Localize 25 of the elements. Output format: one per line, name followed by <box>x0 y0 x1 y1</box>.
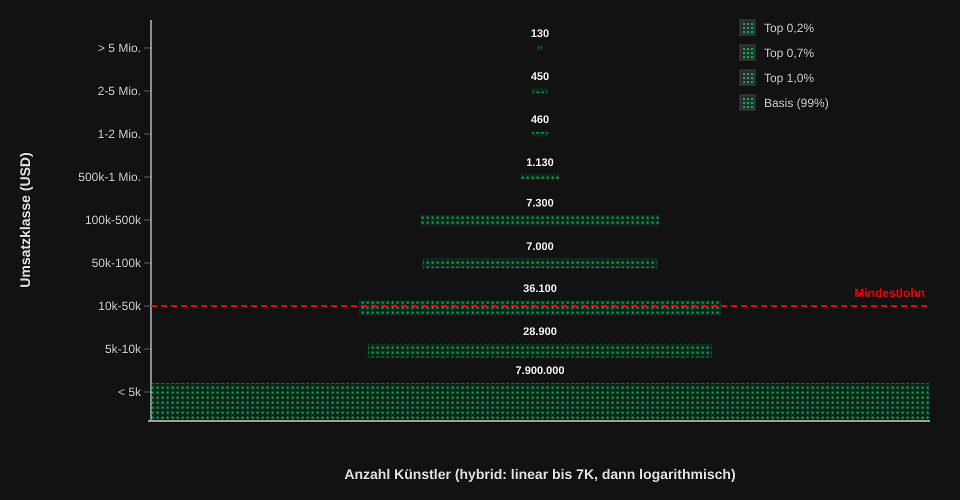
legend-label: Top 1,0% <box>764 71 814 85</box>
legend-label: Basis (99%) <box>764 96 829 110</box>
data-label: 130 <box>530 28 550 40</box>
category-label: 50k-100k <box>92 256 142 270</box>
category-label: 1-2 Mio. <box>98 126 141 141</box>
text: Mindestlohn <box>854 286 925 300</box>
data-label: 7.000 <box>526 240 554 253</box>
legend-label: Top 0,7% <box>764 46 814 60</box>
category-label: > 5 Mio. <box>98 40 141 55</box>
category-label: 500k-1 Mio. <box>78 170 141 184</box>
data-label: 450 <box>530 70 550 83</box>
data-label: 460 <box>530 114 550 126</box>
text: Anzahl Künstler (hybrid: linear bis 7K, dann logarithmisch) <box>344 466 736 482</box>
data-label: 1.130 <box>526 156 554 169</box>
category-label: 2-5 Mio. <box>98 84 141 98</box>
data-label: 36.100 <box>523 282 557 295</box>
category-label: 100k-500k <box>84 213 142 227</box>
category-label: 5k-10k <box>104 342 142 356</box>
data-label: 28.900 <box>523 326 557 338</box>
data-label: 7.300 <box>526 198 554 210</box>
category-label: 10k-50k <box>98 299 142 314</box>
legend-label: Top 0,2% <box>764 21 814 35</box>
text: Umsatzklasse (USD) <box>17 152 33 288</box>
category-label: < 5k <box>118 385 142 400</box>
data-label: 7.900.000 <box>516 365 564 378</box>
